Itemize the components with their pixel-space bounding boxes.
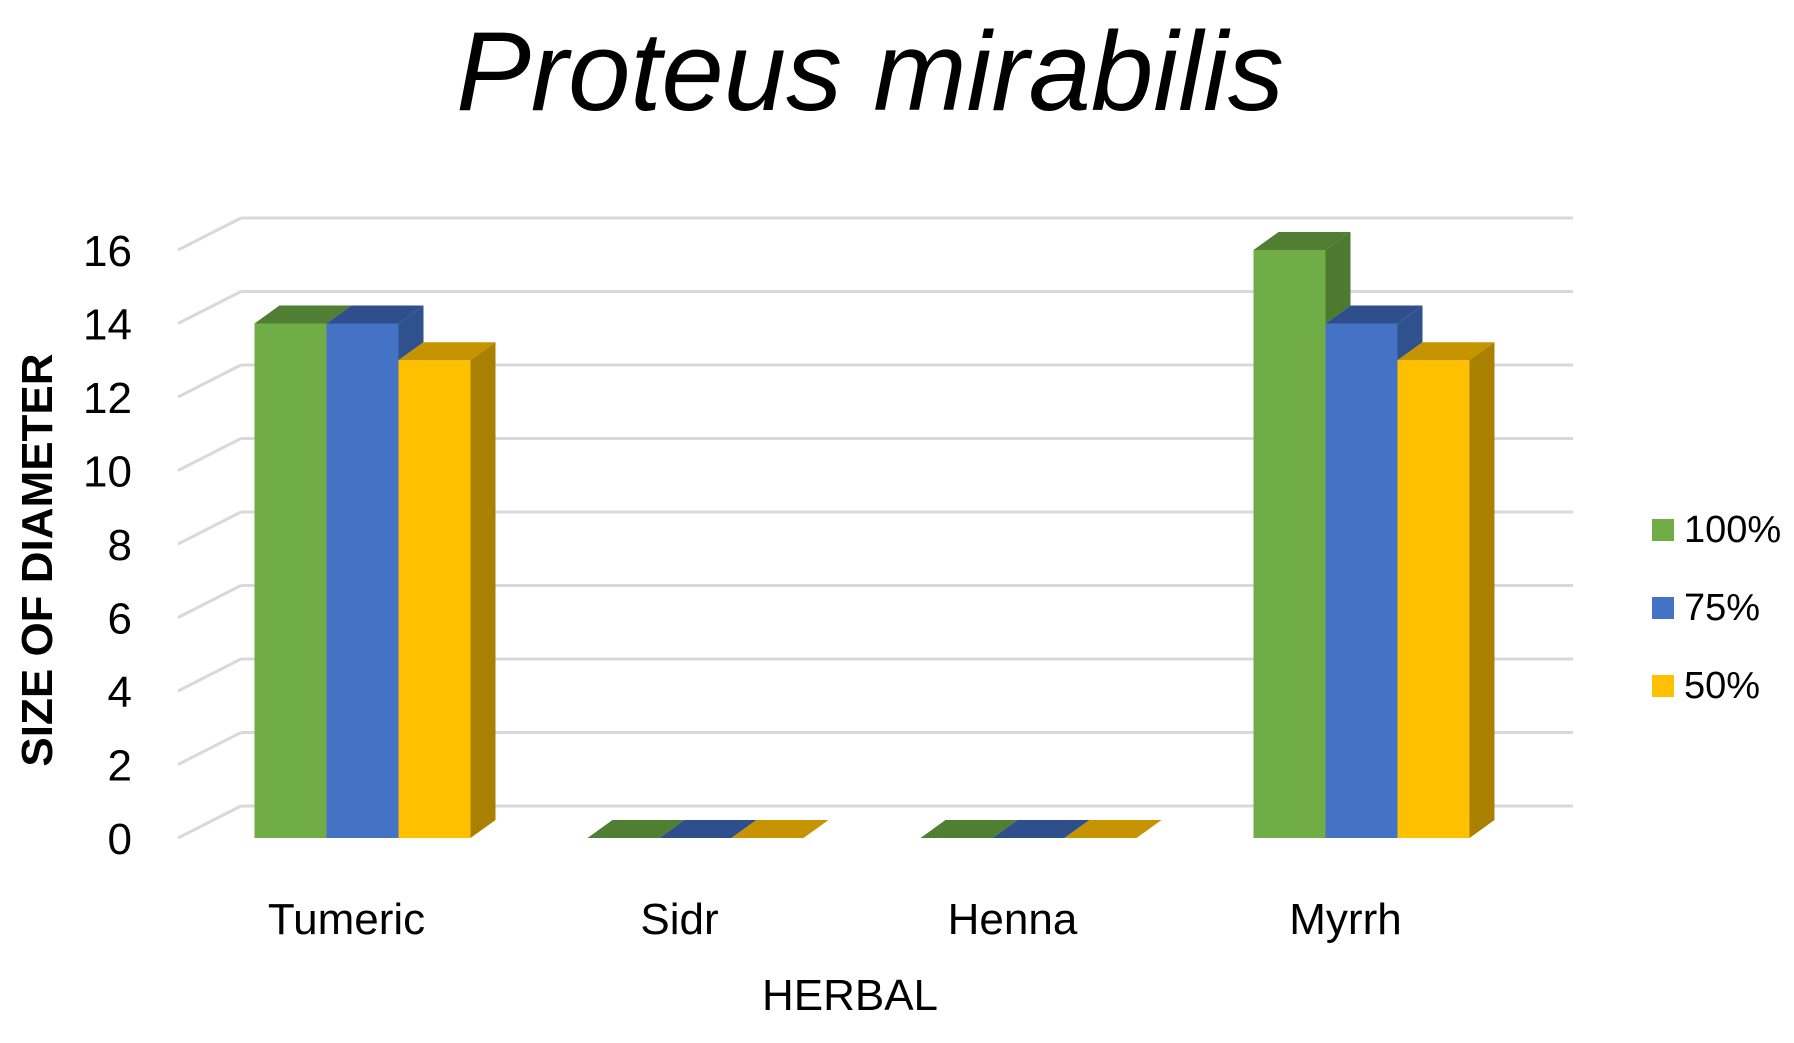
- y-tick-label: 12: [83, 374, 132, 423]
- bar-top: [587, 820, 685, 838]
- bar-top: [920, 820, 1018, 838]
- gridline-diagonal: [177, 510, 242, 546]
- bar: [731, 820, 829, 838]
- legend-swatch: [1652, 675, 1674, 697]
- x-category-label: Henna: [948, 895, 1078, 944]
- bar-top: [1325, 305, 1423, 324]
- bar: [587, 820, 685, 838]
- chart-title: Proteus mirabilis: [456, 9, 1284, 134]
- bar: [1397, 342, 1495, 838]
- bar: [920, 820, 1018, 838]
- y-axis-ticks: 0 2 4 6 8 10 12 14 16: [83, 227, 132, 864]
- bar-front: [326, 323, 399, 838]
- bar-top: [326, 305, 424, 324]
- gridline-diagonal: [177, 216, 242, 252]
- bar-top: [1064, 820, 1162, 838]
- bar-group-myrrh: [1253, 232, 1495, 838]
- legend-entry: 75%: [1652, 587, 1760, 629]
- x-category-label: Myrrh: [1289, 895, 1401, 944]
- gridline-diagonal: [177, 731, 242, 766]
- x-axis-categories: Tumeric Sidr Henna Myrrh: [268, 895, 1402, 944]
- bar-front: [1325, 323, 1398, 838]
- bar-group-tumeric: [254, 305, 496, 838]
- bar-top: [659, 820, 757, 838]
- bar-top: [1397, 342, 1495, 361]
- legend-swatch: [1652, 597, 1674, 619]
- bar-top: [992, 820, 1090, 838]
- y-tick-label: 14: [83, 301, 132, 350]
- gridline-diagonal: [177, 437, 242, 472]
- gridline-diagonal: [177, 290, 242, 325]
- gridline-diagonal: [177, 804, 242, 840]
- legend-label: 75%: [1684, 587, 1760, 629]
- legend-entry: 100%: [1652, 509, 1781, 551]
- legend: 100% 75% 50%: [1652, 509, 1781, 707]
- x-category-label: Tumeric: [268, 895, 425, 944]
- bar: [659, 820, 757, 838]
- x-axis-title: HERBAL: [762, 971, 938, 1020]
- bar-side: [1469, 342, 1495, 838]
- bar-top: [731, 820, 829, 838]
- gridline-diagonal: [177, 584, 242, 619]
- bar-top: [1253, 232, 1351, 250]
- x-category-label: Sidr: [640, 895, 718, 944]
- y-tick-label: 8: [108, 521, 132, 570]
- y-axis-title: SIZE OF DIAMETER: [13, 353, 62, 766]
- y-tick-label: 10: [83, 448, 132, 497]
- bar: [326, 305, 424, 838]
- bar-side: [398, 305, 424, 361]
- bar-side: [470, 342, 496, 838]
- y-tick-label: 4: [108, 668, 132, 717]
- bar: [1064, 820, 1162, 838]
- bar: [1253, 232, 1351, 838]
- gridline-diagonal: [177, 363, 242, 399]
- bar-group-henna: [920, 820, 1162, 838]
- bars: [254, 232, 1495, 838]
- bar-front: [1253, 250, 1326, 838]
- bar-front: [254, 323, 327, 838]
- bar-side: [1397, 305, 1423, 361]
- bar-front: [1397, 360, 1470, 838]
- y-tick-label: 0: [108, 815, 132, 864]
- y-tick-label: 6: [108, 595, 132, 644]
- bar-side: [1325, 232, 1351, 324]
- bar: [992, 820, 1090, 838]
- bar-front: [398, 360, 471, 838]
- bar: [1325, 305, 1423, 838]
- legend-entry: 50%: [1652, 665, 1760, 707]
- gridline-diagonal: [177, 657, 242, 693]
- bar: [398, 342, 496, 838]
- bar-top: [398, 342, 496, 361]
- y-tick-label: 2: [108, 742, 132, 791]
- bar-top: [254, 305, 352, 324]
- bar-group-sidr: [587, 820, 829, 838]
- y-tick-label: 16: [83, 227, 132, 276]
- bar: [254, 305, 352, 838]
- legend-swatch: [1652, 519, 1674, 541]
- legend-label: 50%: [1684, 665, 1760, 707]
- legend-label: 100%: [1684, 509, 1781, 551]
